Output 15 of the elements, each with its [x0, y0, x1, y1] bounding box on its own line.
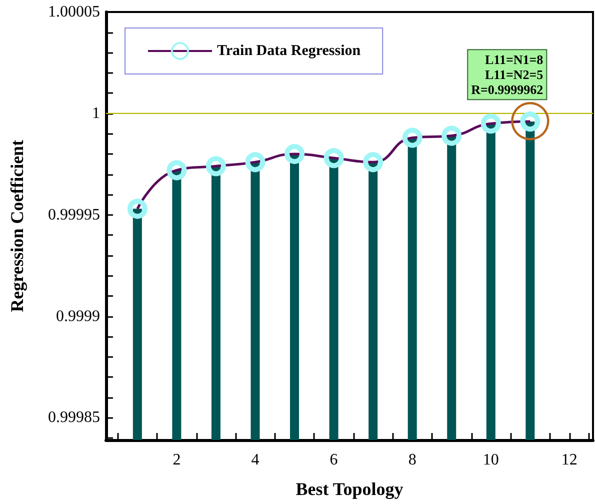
- y-tick-label: 0.99985: [48, 409, 100, 426]
- x-tick-label: 6: [330, 452, 338, 468]
- y-axis-title: Regression Coefficient: [7, 140, 27, 312]
- x-tick-label: 2: [172, 452, 181, 468]
- y-tick-label: 1: [92, 104, 100, 122]
- y-tick-label: 0.99995: [48, 206, 100, 224]
- x-tick-label: 10: [482, 452, 499, 468]
- annotation: L11=N1=8 L11=N2=5 R=0.9999962: [471, 52, 544, 98]
- x-tick-label: 4: [251, 452, 260, 468]
- y-tick-label: 1.00005: [48, 4, 100, 20]
- x-axis-title: Best Topology: [296, 479, 404, 499]
- y-tick-label: 0.9999: [56, 308, 100, 325]
- legend-label: Train Data Regression: [217, 43, 362, 59]
- x-tick-label: 12: [561, 452, 578, 468]
- x-tick-label: 8: [408, 452, 416, 468]
